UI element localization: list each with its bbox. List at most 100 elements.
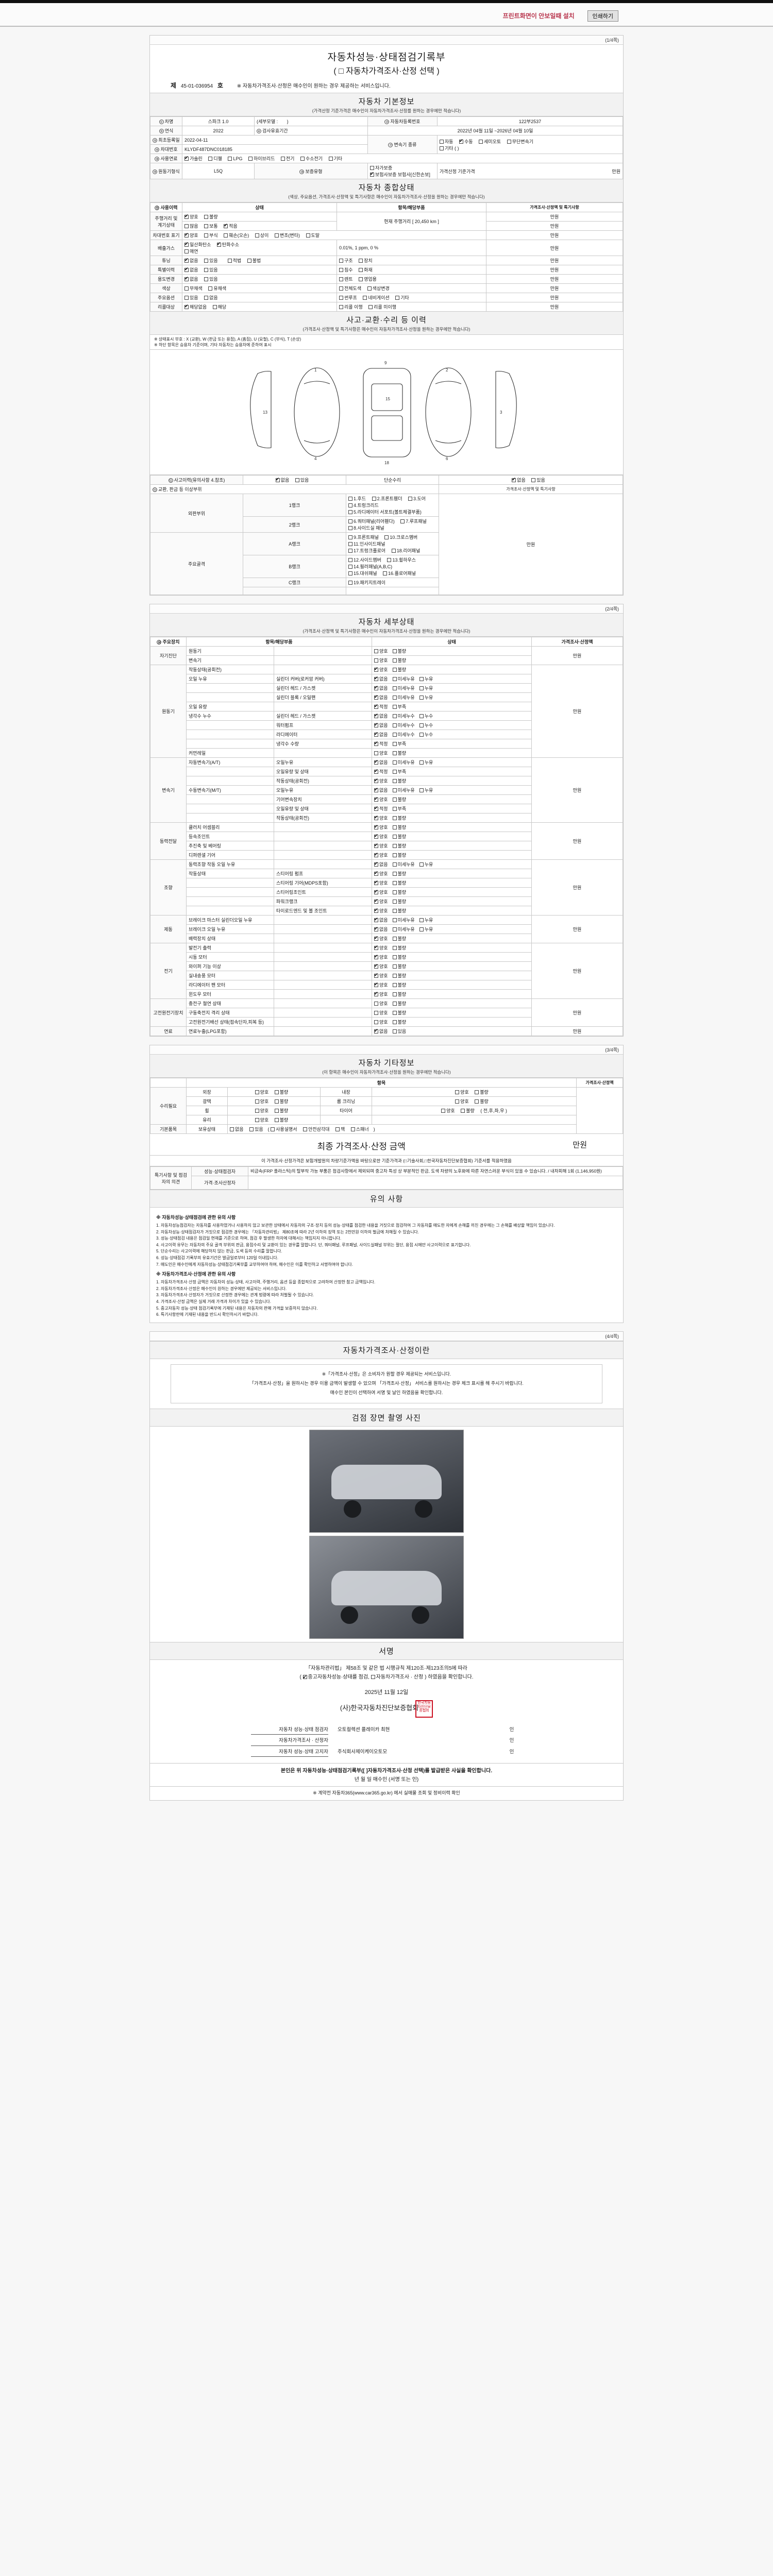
detail-opt-양호[interactable]: 양호 [374, 796, 388, 803]
glass-good[interactable]: 양호 [255, 1116, 268, 1123]
checkbox-icon[interactable] [374, 1002, 378, 1006]
checkbox-icon[interactable] [419, 862, 424, 867]
detail-opt-누수[interactable]: 누수 [419, 713, 433, 719]
special-yes[interactable]: 있음 [204, 266, 218, 273]
detail-opt-없음[interactable]: 없음 [374, 926, 388, 933]
vinmark-corrosion[interactable]: 부식 [204, 232, 218, 239]
fuel-option-diesel[interactable]: 디젤 [208, 155, 222, 162]
transmission-option-manual[interactable]: 수동 [459, 138, 473, 145]
checkbox-icon[interactable] [374, 796, 378, 802]
checkbox-icon[interactable] [419, 714, 424, 718]
checkbox-icon[interactable] [392, 770, 397, 774]
checkbox-icon[interactable] [374, 675, 378, 681]
part-dash-panel[interactable]: 15.대쉬패널 [348, 570, 377, 577]
usechange-rent[interactable]: 렌트 [339, 276, 353, 282]
detail-opt-불량[interactable]: 불량 [392, 777, 406, 784]
fuel-option-electric[interactable]: 전기 [280, 155, 294, 162]
checkbox-icon[interactable] [392, 705, 397, 709]
vinmark-altered[interactable]: 변조(변타) [274, 232, 300, 239]
ext-good[interactable]: 양호 [255, 1089, 268, 1095]
detail-opt-양호[interactable]: 양호 [374, 954, 388, 960]
detail-opt-미세누유[interactable]: 미세누유 [392, 861, 415, 868]
checkbox-icon[interactable] [374, 935, 378, 941]
usechange-none[interactable]: 없음 [184, 276, 198, 282]
checkbox-icon[interactable] [392, 779, 397, 783]
part-door[interactable]: 3.도어 [408, 495, 426, 502]
checkbox-icon[interactable] [419, 927, 424, 931]
clean-bad[interactable]: 불량 [475, 1098, 489, 1105]
mainopt-yes[interactable]: 있음 [184, 294, 198, 301]
detail-opt-누유[interactable]: 누유 [419, 926, 433, 933]
detail-opt-양호[interactable]: 양호 [374, 991, 388, 997]
checkbox-icon[interactable] [374, 731, 378, 737]
tuning-legal[interactable]: 적법 [227, 257, 241, 264]
detail-opt-불량[interactable]: 불량 [392, 935, 406, 942]
checkbox-icon[interactable] [392, 677, 397, 681]
detail-opt-불량[interactable]: 불량 [392, 879, 406, 886]
transmission-option-other[interactable]: 기타 ( ) [439, 145, 459, 151]
tuning-device[interactable]: 장치 [359, 257, 373, 264]
part-cross-member[interactable]: 10.크로스멤버 [384, 534, 417, 540]
detail-opt-없음[interactable]: 없음 [374, 685, 388, 691]
checkbox-icon[interactable] [374, 703, 378, 709]
detail-opt-불량[interactable]: 불량 [392, 907, 406, 914]
detail-opt-불량[interactable]: 불량 [392, 842, 406, 849]
checkbox-icon[interactable] [374, 833, 378, 839]
checkbox-icon[interactable] [392, 788, 397, 792]
detail-opt-불량[interactable]: 불량 [392, 954, 406, 960]
detail-opt-적정[interactable]: 적정 [374, 805, 388, 812]
checkbox-icon[interactable] [392, 798, 397, 802]
checkbox-icon[interactable] [392, 983, 397, 987]
checkbox-icon[interactable] [374, 861, 378, 867]
detail-opt-불량[interactable]: 불량 [392, 666, 406, 673]
checkbox-icon[interactable] [392, 937, 397, 941]
detail-opt-불량[interactable]: 불량 [392, 1019, 406, 1025]
detail-opt-불량[interactable]: 불량 [392, 815, 406, 821]
vinmark-erased[interactable]: 도말 [306, 232, 320, 239]
warranty-option-self[interactable]: 자가보증 [370, 164, 392, 171]
detail-opt-적정[interactable]: 적정 [374, 740, 388, 747]
checkbox-icon[interactable] [392, 890, 397, 894]
emission-co[interactable]: 일산화탄소 [184, 241, 211, 248]
checkbox-icon[interactable] [419, 733, 424, 737]
checkbox-icon[interactable] [392, 807, 397, 811]
vinmark-good[interactable]: 양호 [184, 232, 198, 239]
hold-triangle[interactable]: 안전삼각대 [303, 1126, 329, 1132]
detail-opt-없음[interactable]: 없음 [374, 694, 388, 701]
detail-opt-양호[interactable]: 양호 [374, 648, 388, 654]
transmission-option-auto[interactable]: 자동 [439, 138, 453, 145]
checkbox-icon[interactable] [392, 964, 397, 969]
int-bad[interactable]: 불량 [475, 1089, 489, 1095]
checkbox-icon[interactable] [392, 1011, 397, 1015]
checkbox-icon[interactable] [392, 1002, 397, 1006]
checkbox-icon[interactable] [374, 768, 378, 774]
checkbox-icon[interactable] [374, 649, 378, 653]
checkbox-icon[interactable] [374, 777, 378, 783]
detail-opt-미세누유[interactable]: 미세누유 [392, 926, 415, 933]
detail-opt-없음[interactable]: 없음 [374, 713, 388, 719]
mainopt-other[interactable]: 기타 [395, 294, 409, 301]
part-hood[interactable]: 1.후드 [348, 495, 366, 502]
detail-opt-없음[interactable]: 없음 [374, 675, 388, 682]
detail-opt-불량[interactable]: 불량 [392, 796, 406, 803]
detail-opt-불량[interactable]: 불량 [392, 852, 406, 858]
checkbox-icon[interactable] [392, 723, 397, 727]
recall-done[interactable]: 리콜 이행 [339, 303, 363, 310]
tuning-yes[interactable]: 있음 [204, 257, 218, 264]
checkbox-icon[interactable] [392, 825, 397, 829]
usechange-commercial[interactable]: 영업용 [359, 276, 377, 282]
checkbox-icon[interactable] [374, 991, 378, 996]
detail-opt-불량[interactable]: 불량 [392, 750, 406, 756]
clean-good[interactable]: 양호 [455, 1098, 469, 1105]
recall-notdone[interactable]: 리콜 미이행 [368, 303, 396, 310]
detail-opt-없음[interactable]: 없음 [374, 759, 388, 766]
checkbox-icon[interactable] [374, 852, 378, 857]
confirm-performance-checkbox[interactable] [303, 1673, 307, 1681]
tuning-structure[interactable]: 구조 [339, 257, 353, 264]
checkbox-icon[interactable] [374, 740, 378, 746]
checkbox-icon[interactable] [374, 713, 378, 718]
detail-opt-없음[interactable]: 없음 [374, 861, 388, 868]
hold-none[interactable]: 없음 [230, 1126, 244, 1132]
detail-opt-불량[interactable]: 불량 [392, 898, 406, 905]
part-rear-panel[interactable]: 18.리어패널 [391, 547, 420, 554]
